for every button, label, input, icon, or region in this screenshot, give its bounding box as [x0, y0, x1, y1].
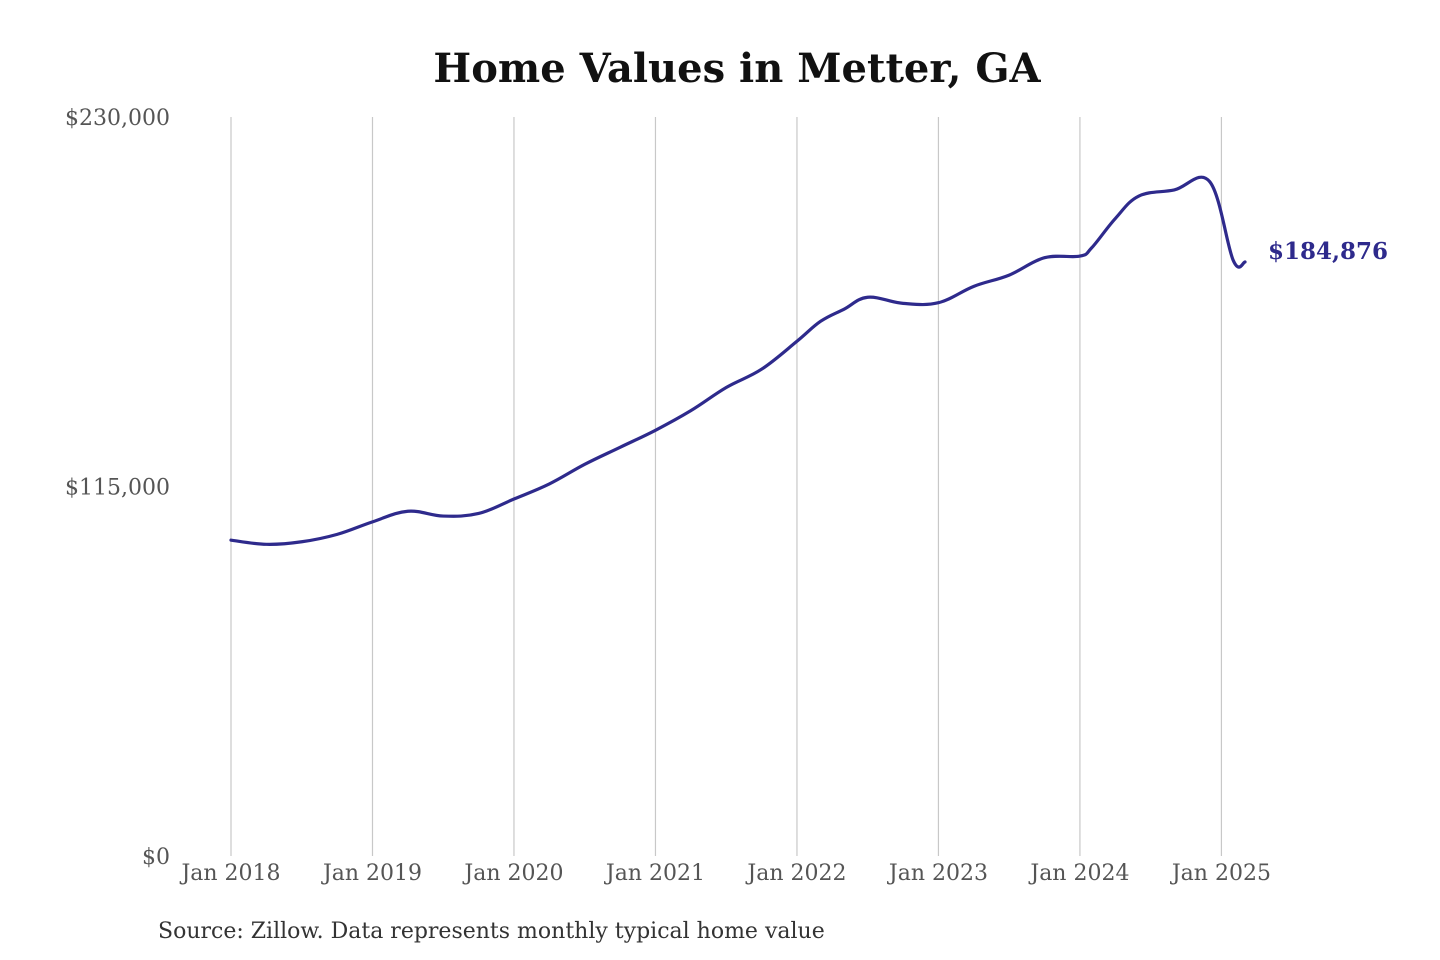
- x-tick-label: Jan 2023: [887, 861, 988, 886]
- y-axis-ticks: $0 $115,000 $230,000: [65, 106, 170, 870]
- x-tick-label: Jan 2025: [1170, 861, 1271, 886]
- end-value-label: $184,876: [1268, 238, 1388, 265]
- y-tick-label: $0: [142, 845, 170, 870]
- y-tick-label: $115,000: [65, 476, 170, 501]
- x-tick-label: Jan 2021: [604, 861, 705, 886]
- x-tick-label: Jan 2024: [1028, 861, 1129, 886]
- x-tick-label: Jan 2020: [462, 861, 563, 886]
- x-axis-ticks: Jan 2018 Jan 2019 Jan 2020 Jan 2021 Jan 2022…: [179, 861, 1271, 886]
- vertical-grid: [230, 117, 1223, 856]
- home-value-series: [229, 175, 1247, 546]
- x-tick-label: Jan 2022: [745, 861, 846, 886]
- series-line: [229, 175, 1247, 546]
- x-tick-label: Jan 2019: [321, 861, 422, 886]
- y-tick-label: $230,000: [65, 106, 170, 131]
- x-tick-label: Jan 2018: [179, 861, 280, 886]
- source-note: Source: Zillow. Data represents monthly …: [158, 919, 825, 944]
- chart-title: Home Values in Metter, GA: [433, 45, 1041, 92]
